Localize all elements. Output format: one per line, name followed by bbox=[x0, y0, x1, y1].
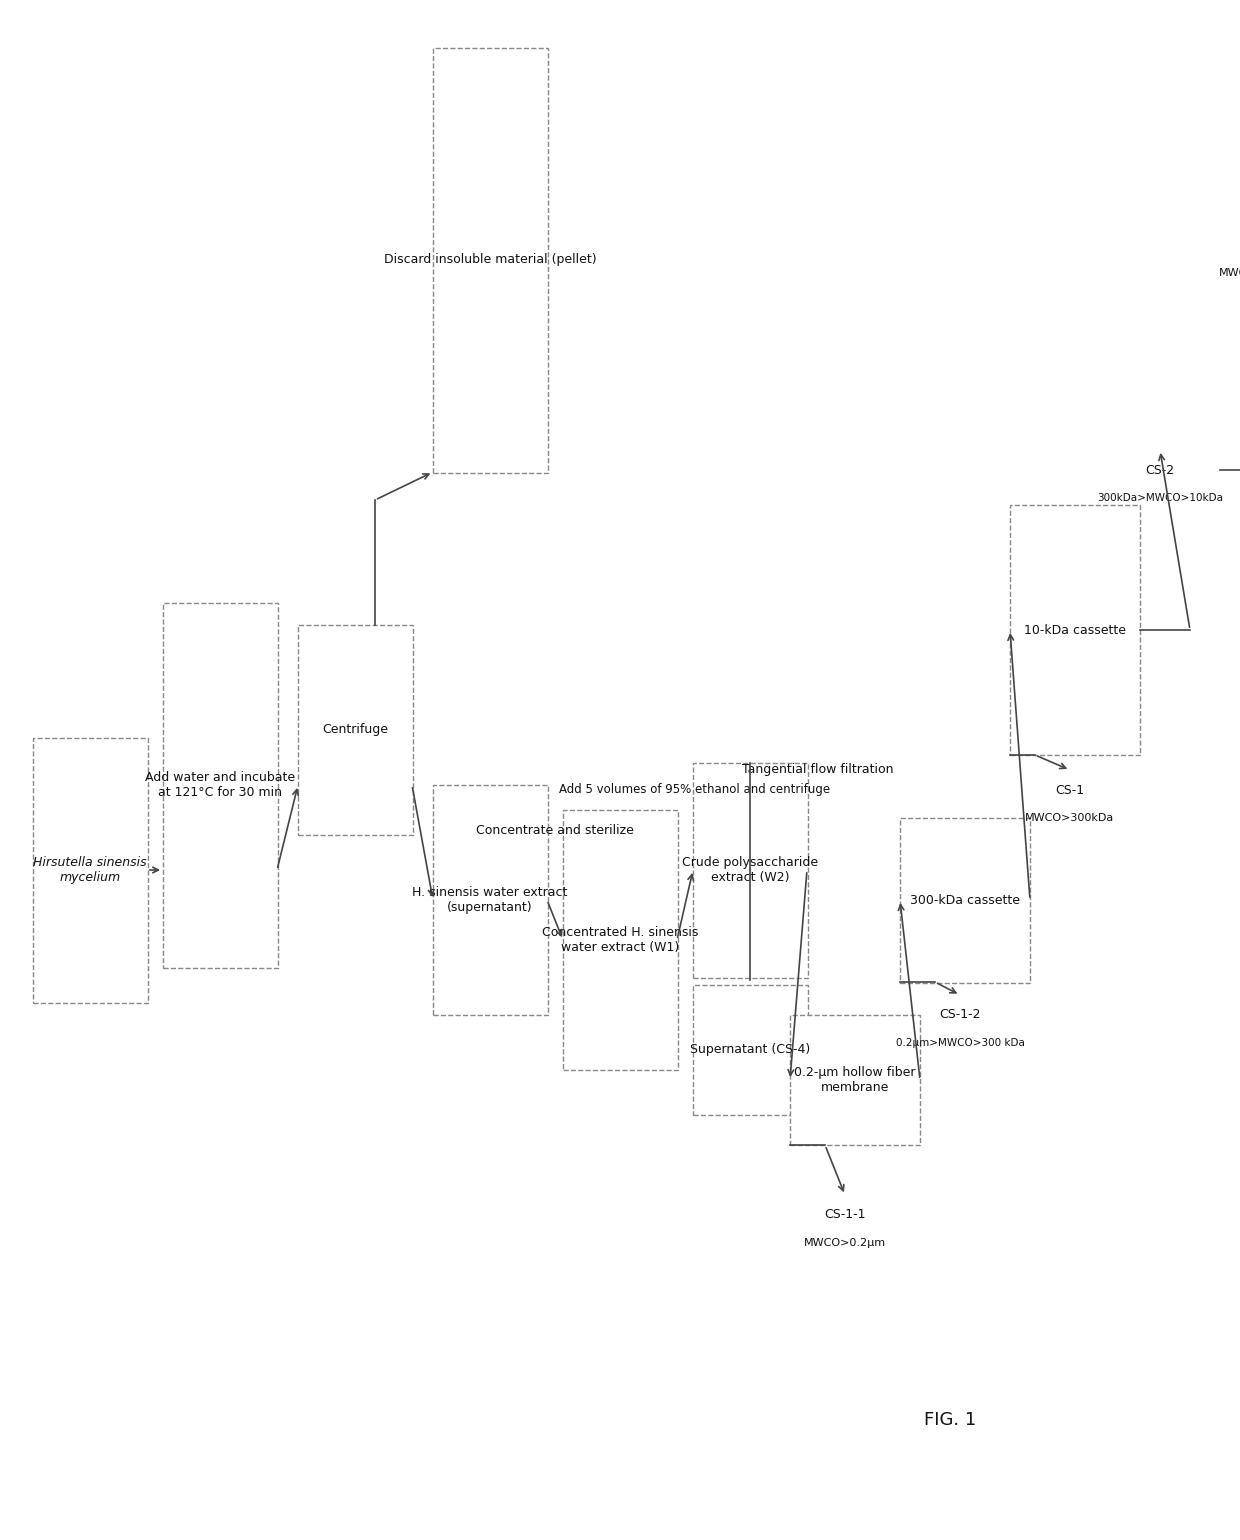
Text: 0.2-μm hollow fiber
membrane: 0.2-μm hollow fiber membrane bbox=[795, 1066, 916, 1093]
Text: 10-kDa cassette: 10-kDa cassette bbox=[1024, 624, 1126, 636]
Text: 0.2μm>MWCO>300 kDa: 0.2μm>MWCO>300 kDa bbox=[895, 1038, 1024, 1049]
Bar bbox=[563, 810, 677, 1070]
Text: H. sinensis water extract
(supernatant): H. sinensis water extract (supernatant) bbox=[413, 885, 568, 915]
Text: Add water and incubate
at 121°C for 30 min: Add water and incubate at 121°C for 30 m… bbox=[145, 772, 295, 799]
Text: Add 5 volumes of 95% ethanol and centrifuge: Add 5 volumes of 95% ethanol and centrif… bbox=[559, 784, 831, 796]
Text: CS-2: CS-2 bbox=[1146, 464, 1174, 476]
Text: MWCO<10kDa: MWCO<10kDa bbox=[1219, 268, 1240, 279]
Text: Centrifuge: Centrifuge bbox=[322, 724, 388, 736]
Bar bbox=[298, 625, 413, 835]
Text: FIG. 1: FIG. 1 bbox=[924, 1411, 976, 1429]
Text: Hirsutella sinensis
mycelium: Hirsutella sinensis mycelium bbox=[33, 856, 146, 884]
Bar bbox=[900, 818, 1030, 983]
Text: 300-kDa cassette: 300-kDa cassette bbox=[910, 893, 1021, 907]
Bar bbox=[692, 986, 807, 1115]
Bar bbox=[1011, 505, 1140, 755]
Text: Concentrated H. sinensis
water extract (W1): Concentrated H. sinensis water extract (… bbox=[542, 926, 698, 953]
Text: Concentrate and sterilize: Concentrate and sterilize bbox=[476, 824, 634, 836]
Bar bbox=[433, 48, 548, 473]
Text: MWCO>300kDa: MWCO>300kDa bbox=[1025, 813, 1115, 822]
Bar bbox=[692, 762, 807, 978]
Text: CS-1: CS-1 bbox=[1055, 784, 1085, 796]
Text: CS-1-2: CS-1-2 bbox=[939, 1009, 981, 1021]
Text: Discard insoluble material (pellet): Discard insoluble material (pellet) bbox=[383, 254, 596, 266]
Text: Supernatant (CS-4): Supernatant (CS-4) bbox=[689, 1044, 810, 1056]
Bar bbox=[790, 1015, 920, 1146]
Bar bbox=[32, 738, 148, 1003]
Bar bbox=[433, 785, 548, 1015]
Text: Tangential flow filtration: Tangential flow filtration bbox=[742, 764, 893, 776]
Bar bbox=[162, 602, 278, 967]
Text: CS-1-1: CS-1-1 bbox=[825, 1209, 866, 1221]
Text: MWCO>0.2μm: MWCO>0.2μm bbox=[804, 1238, 887, 1247]
Text: Crude polysaccharide
extract (W2): Crude polysaccharide extract (W2) bbox=[682, 856, 818, 884]
Text: 300kDa>MWCO>10kDa: 300kDa>MWCO>10kDa bbox=[1097, 493, 1223, 504]
